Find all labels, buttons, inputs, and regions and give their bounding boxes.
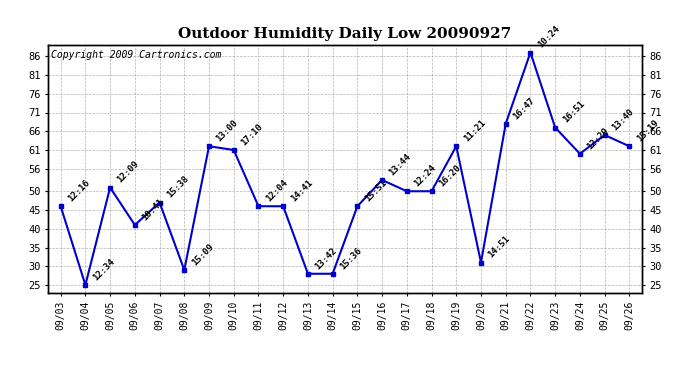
Text: 15:38: 15:38 — [165, 174, 190, 200]
Text: 15:51: 15:51 — [363, 178, 388, 204]
Text: 16:51: 16:51 — [561, 99, 586, 125]
Text: 14:41: 14:41 — [288, 178, 314, 204]
Text: 13:40: 13:40 — [610, 107, 635, 132]
Text: 16:20: 16:20 — [437, 163, 462, 189]
Text: 15:36: 15:36 — [338, 246, 364, 271]
Text: 13:42: 13:42 — [313, 246, 339, 271]
Text: 13:00: 13:00 — [215, 118, 240, 144]
Text: 12:16: 12:16 — [66, 178, 92, 204]
Text: 12:04: 12:04 — [264, 178, 289, 204]
Text: 11:21: 11:21 — [462, 118, 487, 144]
Text: 12:29: 12:29 — [585, 126, 611, 151]
Text: 12:09: 12:09 — [116, 159, 141, 185]
Text: 13:44: 13:44 — [388, 152, 413, 177]
Text: 12:34: 12:34 — [91, 257, 117, 282]
Text: 15:19: 15:19 — [635, 118, 660, 144]
Text: 17:10: 17:10 — [239, 122, 265, 147]
Text: 16:47: 16:47 — [511, 96, 537, 121]
Text: 10:24: 10:24 — [536, 24, 562, 50]
Text: 12:24: 12:24 — [413, 163, 437, 189]
Text: 10:41: 10:41 — [140, 197, 166, 222]
Text: 14:51: 14:51 — [486, 234, 512, 260]
Text: Copyright 2009 Cartronics.com: Copyright 2009 Cartronics.com — [51, 50, 221, 60]
Text: 15:09: 15:09 — [190, 242, 215, 267]
Title: Outdoor Humidity Daily Low 20090927: Outdoor Humidity Daily Low 20090927 — [179, 27, 511, 41]
